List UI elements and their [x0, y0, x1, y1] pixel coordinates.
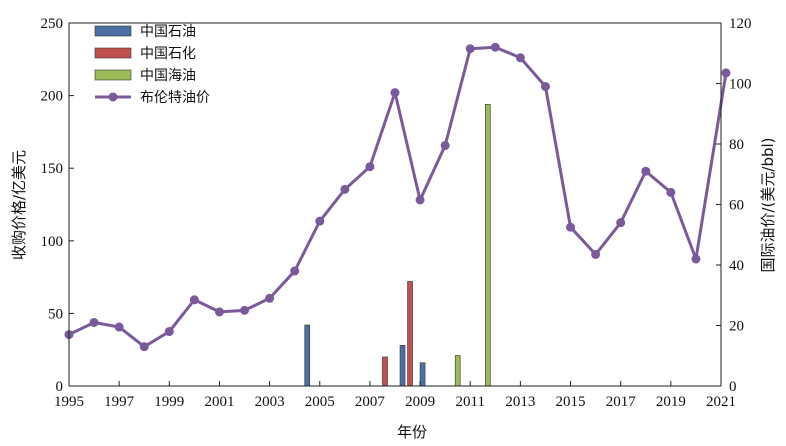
x-tick-label: 2011	[456, 394, 485, 410]
bars-layer	[304, 104, 491, 387]
y-left-axis-title: 收购价格/亿美元	[10, 150, 28, 260]
x-tick-label: 1997	[104, 394, 135, 410]
y-left-tick-label: 150	[41, 161, 64, 177]
brent-price-point	[616, 218, 626, 228]
brent-price-point	[515, 53, 525, 63]
brent-price-point	[315, 216, 325, 226]
legend-swatch	[94, 47, 132, 59]
x-tick-label: 2009	[405, 394, 435, 410]
x-tick-label: 1999	[154, 394, 184, 410]
x-tick-label: 2013	[505, 394, 535, 410]
y-right-tick-label: 80	[729, 137, 744, 153]
legend-line-marker	[108, 92, 118, 102]
legend-swatch	[94, 69, 132, 81]
legend-swatch	[94, 25, 132, 37]
brent-price-point	[415, 195, 425, 205]
legend-label: 中国海油	[140, 68, 196, 84]
x-tick-label: 2015	[556, 394, 586, 410]
bar	[382, 356, 388, 387]
x-tick-label: 2017	[606, 394, 637, 410]
x-tick-label: 2021	[706, 394, 736, 410]
line-layer	[64, 42, 731, 352]
y-right-tick-label: 100	[729, 77, 752, 93]
brent-price-point	[365, 162, 375, 172]
brent-price-point	[566, 222, 576, 232]
brent-price-point	[340, 184, 350, 194]
brent-price-point	[490, 42, 500, 52]
x-tick-label: 2005	[305, 394, 335, 410]
axes-layer: 1995 1997 1999 2001 2003 2005 2007 2009 2011 2013…	[41, 16, 752, 410]
x-axis-title: 年份	[397, 423, 427, 441]
bar	[419, 362, 426, 387]
brent-price-point	[189, 295, 199, 305]
brent-price-point	[666, 187, 676, 197]
x-tick-label: 2003	[255, 394, 285, 410]
brent-price-point	[214, 307, 224, 317]
y-left-tick-label: 50	[48, 306, 63, 322]
brent-price-point	[540, 82, 550, 92]
x-tick-label: 2007	[355, 394, 386, 410]
brent-price-point	[139, 342, 149, 352]
legend-label: 中国石油	[140, 24, 196, 40]
y-right-tick-label: 120	[729, 16, 752, 32]
brent-price-point	[240, 305, 250, 315]
y-left-tick-label: 100	[41, 234, 64, 250]
bar	[454, 355, 461, 387]
brent-price-point	[290, 266, 300, 276]
bar	[484, 104, 491, 387]
brent-price-point	[390, 88, 400, 98]
y-right-tick-label: 40	[729, 258, 744, 274]
x-tick-label: 2001	[204, 394, 234, 410]
brent-price-point	[265, 293, 275, 303]
brent-price-point	[641, 166, 651, 176]
legend-label: 布伦特油价	[140, 90, 210, 106]
bar	[407, 281, 413, 387]
brent-price-point	[465, 44, 475, 54]
x-tick-label: 1995	[54, 394, 84, 410]
brent-price-point	[89, 317, 99, 327]
y-left-tick-label: 200	[41, 89, 64, 105]
y-right-tick-label: 0	[729, 379, 737, 395]
brent-price-point	[691, 254, 701, 264]
y-right-tick-label: 20	[729, 319, 744, 335]
brent-price-point	[114, 322, 124, 332]
bar	[399, 345, 406, 387]
y-left-tick-label: 250	[41, 16, 64, 32]
y-left-tick-label: 0	[56, 379, 64, 395]
y-right-axis-title: 国际油价/(美元/bbl)	[759, 137, 777, 272]
brent-price-point	[164, 327, 174, 337]
bar	[304, 324, 311, 387]
brent-price-point	[721, 68, 731, 78]
x-tick-label: 2019	[656, 394, 686, 410]
brent-price-point	[591, 249, 601, 259]
y-right-tick-label: 60	[729, 198, 744, 214]
legend-label: 中国石化	[140, 46, 196, 62]
brent-price-point	[440, 141, 450, 151]
